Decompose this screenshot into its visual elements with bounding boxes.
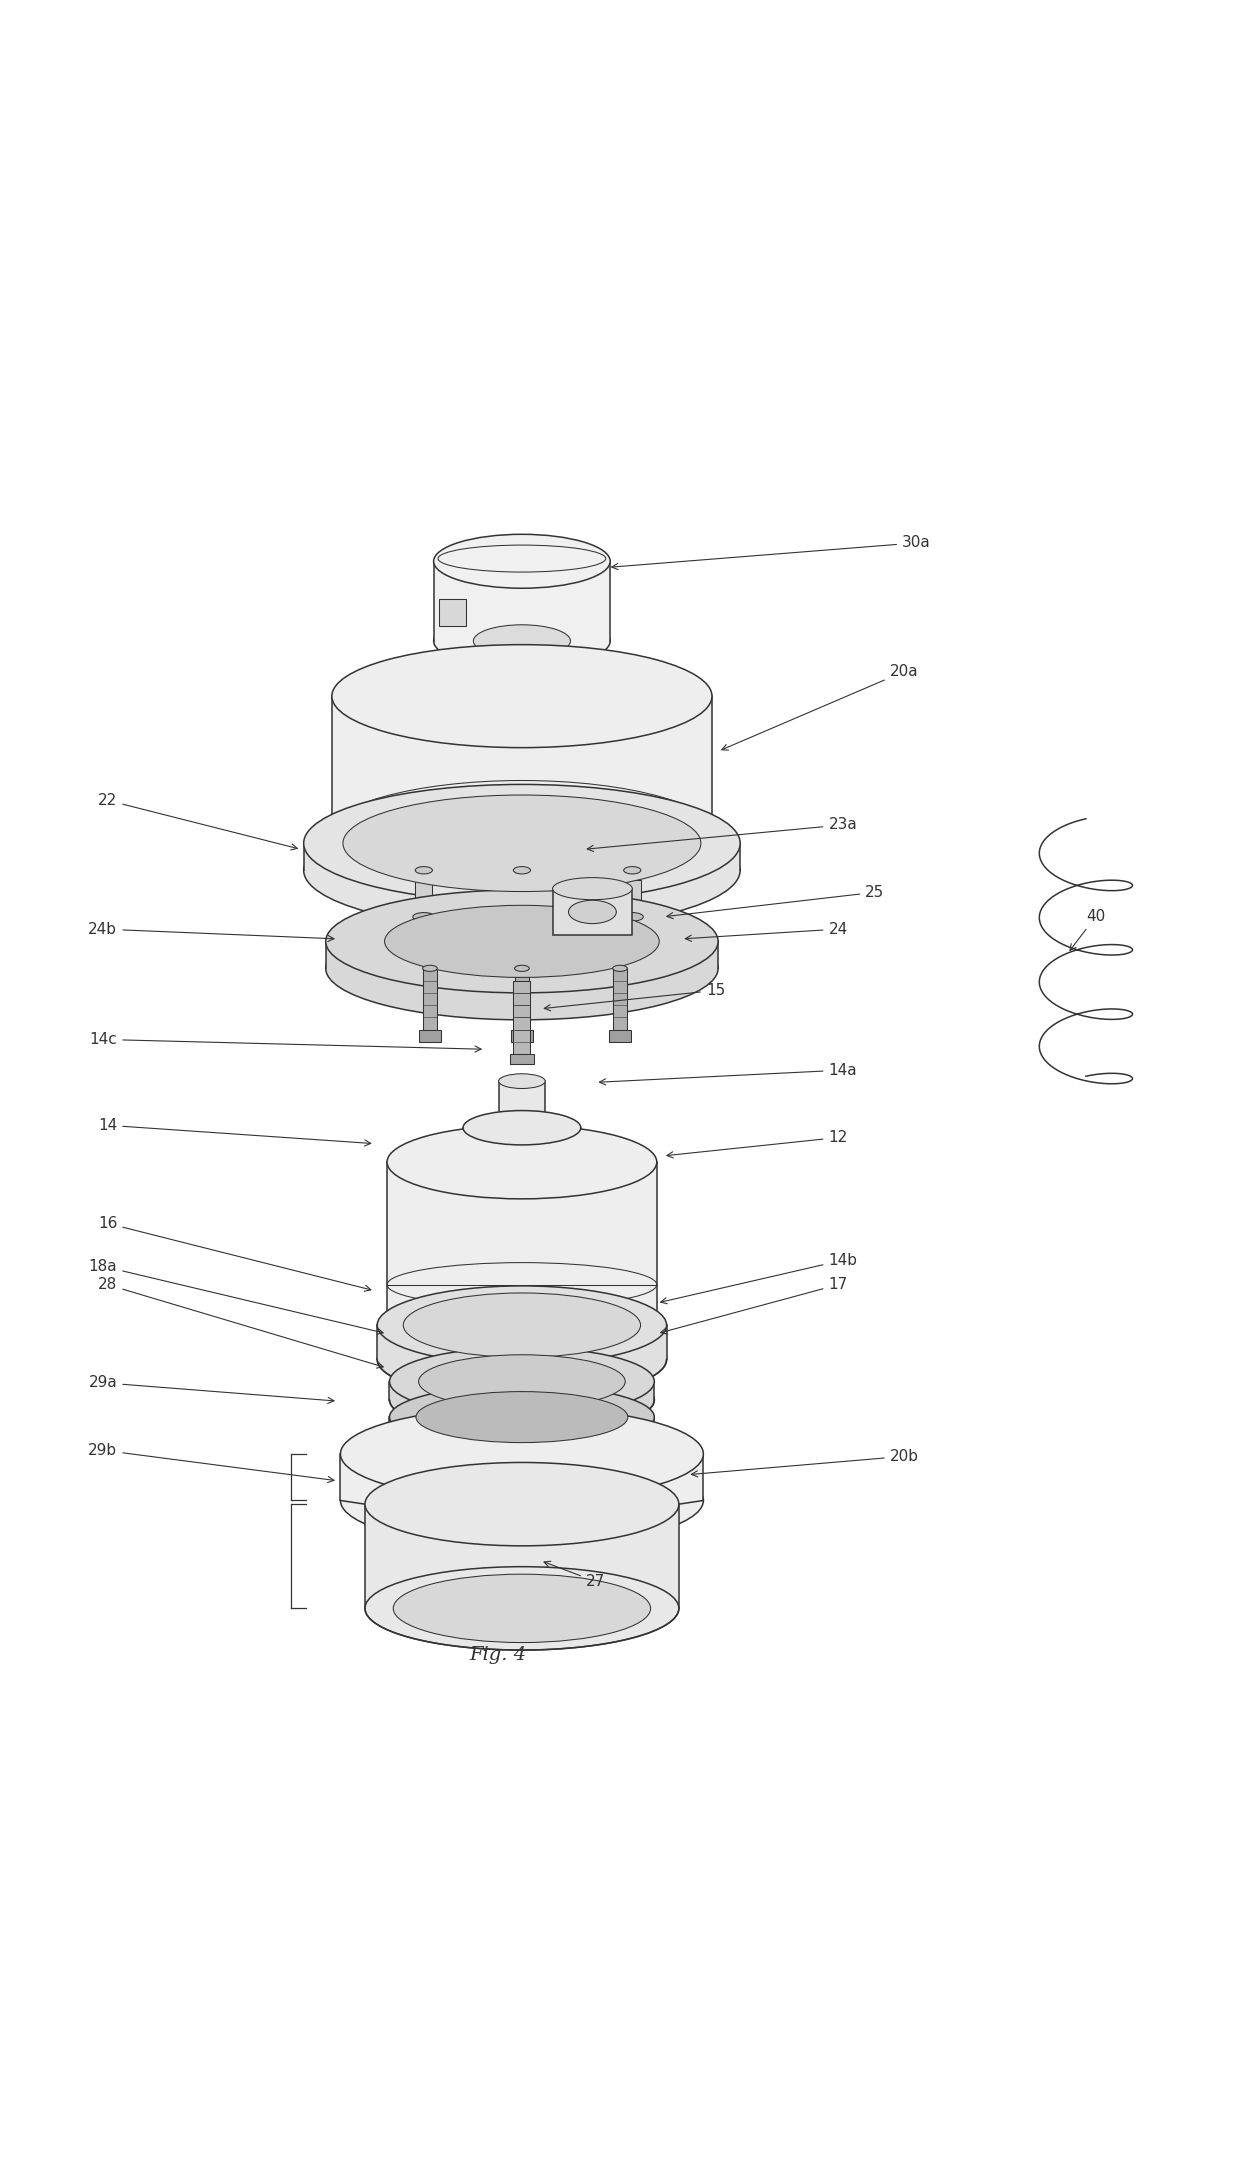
Ellipse shape <box>332 644 712 747</box>
Ellipse shape <box>332 786 712 888</box>
Text: 29a: 29a <box>88 1376 334 1404</box>
Bar <box>389 1382 655 1400</box>
Ellipse shape <box>553 877 632 899</box>
Ellipse shape <box>513 866 531 873</box>
Ellipse shape <box>498 1110 546 1126</box>
Bar <box>377 1326 667 1358</box>
Ellipse shape <box>498 1073 546 1088</box>
Text: Fig. 4: Fig. 4 <box>469 1646 526 1663</box>
Ellipse shape <box>326 917 718 1019</box>
Bar <box>332 697 712 838</box>
Ellipse shape <box>621 912 644 921</box>
Bar <box>389 1417 655 1430</box>
Bar <box>515 969 529 1030</box>
Bar <box>434 562 610 640</box>
Ellipse shape <box>419 1354 625 1409</box>
Bar <box>413 917 435 932</box>
Ellipse shape <box>387 1284 657 1358</box>
Ellipse shape <box>377 1287 667 1365</box>
Bar <box>609 1030 631 1043</box>
Ellipse shape <box>387 1126 657 1200</box>
Bar <box>365 1504 678 1609</box>
Bar <box>439 599 465 627</box>
Ellipse shape <box>365 1567 678 1650</box>
Ellipse shape <box>613 964 627 971</box>
Text: 24b: 24b <box>88 921 334 940</box>
Ellipse shape <box>413 912 435 921</box>
Text: 30a: 30a <box>611 536 931 570</box>
Ellipse shape <box>304 812 740 930</box>
Ellipse shape <box>415 912 433 921</box>
Bar <box>624 880 641 917</box>
Ellipse shape <box>434 533 610 588</box>
Text: 23a: 23a <box>588 816 857 851</box>
Ellipse shape <box>434 614 610 668</box>
Ellipse shape <box>389 1398 655 1461</box>
Bar <box>511 917 533 932</box>
Ellipse shape <box>389 1365 655 1435</box>
Bar <box>304 842 740 871</box>
Ellipse shape <box>624 866 641 873</box>
Bar <box>419 1030 441 1043</box>
Text: 14: 14 <box>98 1117 371 1145</box>
Bar <box>415 880 433 917</box>
Ellipse shape <box>343 795 701 893</box>
Ellipse shape <box>384 906 660 977</box>
Text: 14c: 14c <box>89 1032 481 1051</box>
Bar <box>510 1054 534 1065</box>
Ellipse shape <box>515 964 529 971</box>
Ellipse shape <box>624 912 641 921</box>
Ellipse shape <box>568 901 616 923</box>
Ellipse shape <box>474 625 570 657</box>
Ellipse shape <box>511 912 533 921</box>
Ellipse shape <box>463 1141 580 1176</box>
Text: 14a: 14a <box>599 1062 857 1084</box>
Ellipse shape <box>326 890 718 993</box>
Text: 14b: 14b <box>661 1252 857 1304</box>
Text: 17: 17 <box>661 1278 848 1335</box>
Ellipse shape <box>403 1293 641 1356</box>
Bar <box>341 1454 703 1500</box>
Text: 28: 28 <box>98 1278 383 1367</box>
Text: 29b: 29b <box>88 1443 334 1483</box>
Text: 25: 25 <box>667 884 884 919</box>
Ellipse shape <box>423 964 438 971</box>
Ellipse shape <box>341 1454 703 1548</box>
Bar <box>463 1128 580 1158</box>
Ellipse shape <box>393 1574 651 1644</box>
Ellipse shape <box>463 1110 580 1145</box>
Bar <box>553 888 632 936</box>
Bar <box>387 1163 657 1321</box>
Ellipse shape <box>341 1406 703 1500</box>
Ellipse shape <box>389 1348 655 1415</box>
Text: 20a: 20a <box>722 664 919 751</box>
Ellipse shape <box>513 912 531 921</box>
Text: 22: 22 <box>98 792 298 849</box>
Text: 24: 24 <box>686 921 848 940</box>
Text: 18a: 18a <box>89 1258 383 1335</box>
Text: 40: 40 <box>1070 910 1105 951</box>
Bar <box>621 917 644 932</box>
Text: 16: 16 <box>98 1217 371 1291</box>
Ellipse shape <box>377 1319 667 1398</box>
Bar <box>613 969 627 1030</box>
Ellipse shape <box>365 1463 678 1546</box>
Text: 20b: 20b <box>692 1450 919 1476</box>
Bar <box>513 980 531 1054</box>
Ellipse shape <box>304 784 740 901</box>
Ellipse shape <box>415 866 433 873</box>
Ellipse shape <box>389 1385 655 1450</box>
Text: 27: 27 <box>544 1561 605 1589</box>
Ellipse shape <box>415 1391 627 1443</box>
Bar <box>498 1082 546 1119</box>
Bar <box>513 880 531 917</box>
Bar <box>423 969 438 1030</box>
Text: 12: 12 <box>667 1130 848 1158</box>
Text: 15: 15 <box>544 982 725 1010</box>
Bar <box>511 1030 533 1043</box>
Bar <box>326 940 718 969</box>
